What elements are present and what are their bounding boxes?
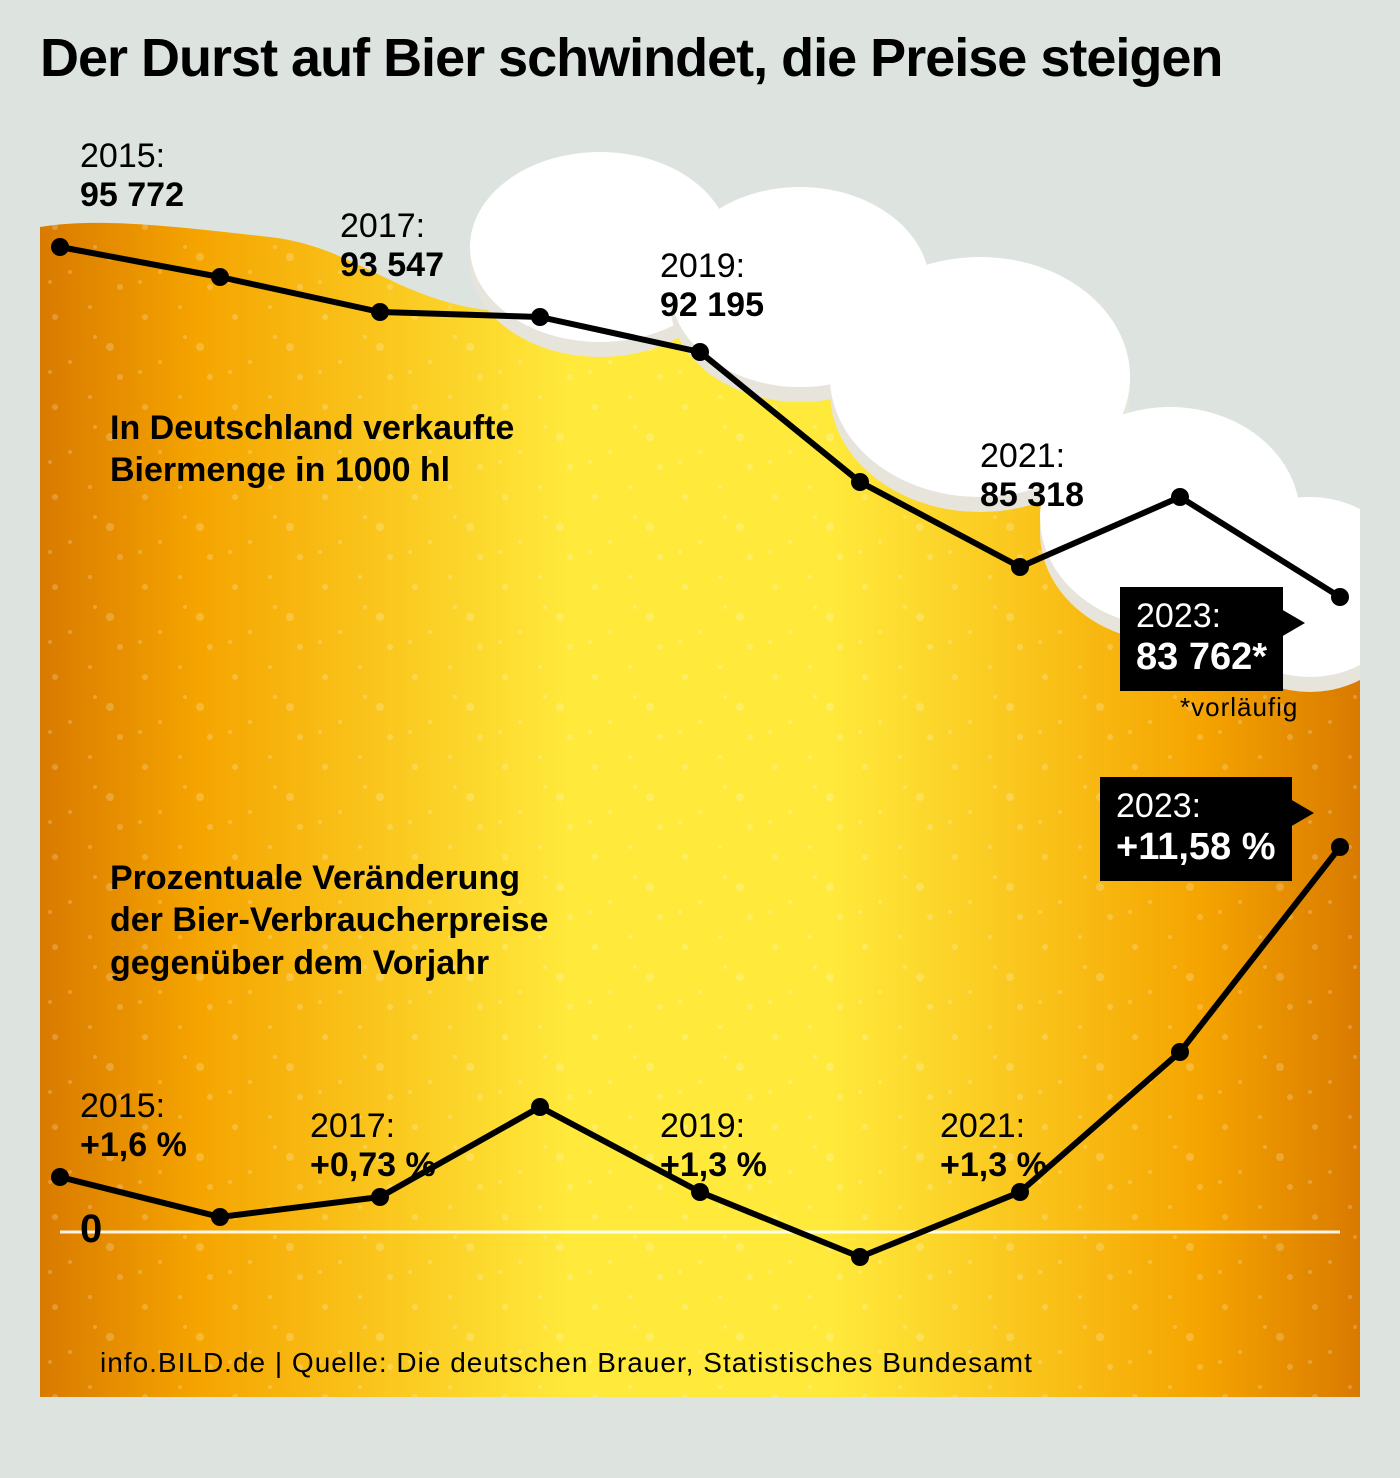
source-line: info.BILD.de | Quelle: Die deutschen Bra… — [100, 1347, 1033, 1379]
volume-callout-2023: 2023: 83 762* — [1120, 587, 1283, 692]
volume-footnote: *vorläufig — [1180, 692, 1298, 723]
volume-label-2021: 2021:85 318 — [980, 437, 1084, 515]
price-callout-2023: 2023: +11,58 % — [1100, 777, 1292, 882]
volume-label-2017: 2017:93 547 — [340, 207, 444, 285]
price-label-2021: 2021:+1,3 % — [940, 1107, 1047, 1185]
volume-series-caption: In Deutschland verkaufteBiermenge in 100… — [110, 407, 514, 492]
headline: Der Durst auf Bier schwindet, die Preise… — [40, 30, 1360, 87]
infographic-container: Der Durst auf Bier schwindet, die Preise… — [40, 30, 1360, 1438]
volume-label-2019: 2019:92 195 — [660, 247, 764, 325]
zero-axis-label: 0 — [80, 1207, 102, 1252]
price-label-2019: 2019:+1,3 % — [660, 1107, 767, 1185]
price-label-2017: 2017:+0,73 % — [310, 1107, 436, 1185]
callout-value: +11,58 % — [1116, 826, 1276, 868]
chart-area: In Deutschland verkaufteBiermenge in 100… — [40, 117, 1360, 1397]
volume-label-2015: 2015:95 772 — [80, 137, 184, 215]
callout-year: 2023: — [1116, 787, 1201, 825]
callout-year: 2023: — [1136, 597, 1221, 635]
price-series-caption: Prozentuale Veränderungder Bier-Verbrauc… — [110, 857, 548, 985]
callout-value: 83 762* — [1136, 636, 1267, 678]
price-label-2015: 2015:+1,6 % — [80, 1087, 187, 1165]
